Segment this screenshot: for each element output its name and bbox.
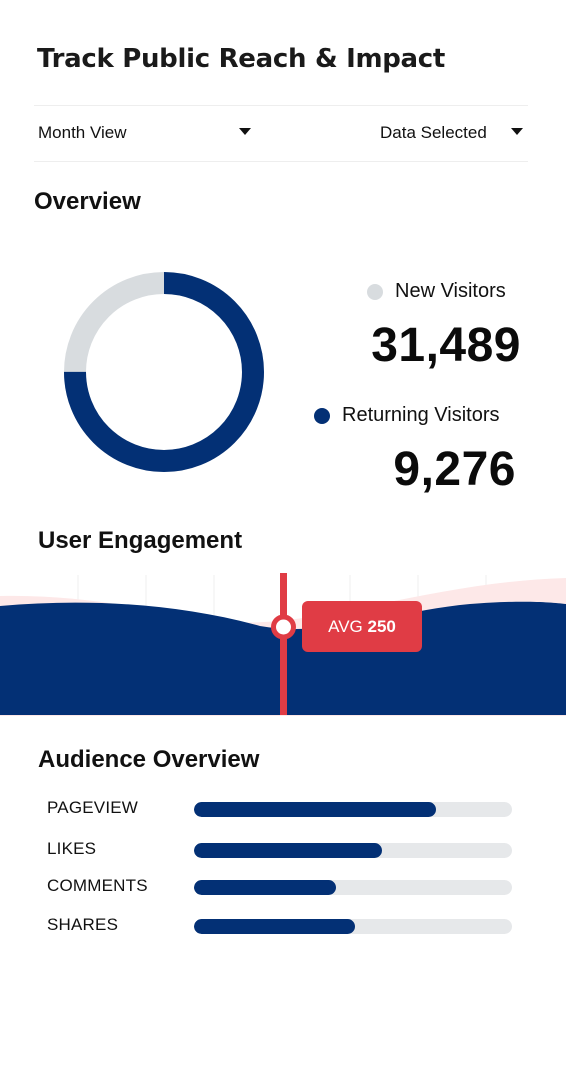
audience-bar-row: LIKES bbox=[47, 839, 517, 861]
overview-title: Overview bbox=[34, 188, 141, 215]
avg-label: AVG bbox=[328, 617, 363, 636]
data-selected-dropdown[interactable]: Data Selected bbox=[380, 116, 523, 150]
audience-bar-track bbox=[194, 880, 512, 895]
audience-bar-fill bbox=[194, 802, 436, 817]
avg-tooltip-text: AVG 250 bbox=[328, 617, 396, 636]
audience-bar-track bbox=[194, 802, 512, 817]
legend-new-visitors: New Visitors bbox=[367, 280, 506, 303]
avg-value: 250 bbox=[368, 617, 396, 636]
returning-visitors-count: 9,276 bbox=[393, 443, 516, 496]
audience-bar-fill bbox=[194, 919, 355, 934]
avg-marker-line bbox=[280, 573, 287, 715]
caret-down-icon bbox=[238, 128, 251, 135]
audience-bar-label: PAGEVIEW bbox=[47, 798, 139, 817]
audience-bar-row: PAGEVIEW bbox=[47, 798, 517, 820]
avg-tooltip: AVG 250 bbox=[302, 601, 422, 652]
caret-down-icon bbox=[510, 128, 523, 135]
filters-divider bbox=[34, 161, 528, 162]
new-visitors-label: New Visitors bbox=[395, 280, 506, 302]
audience-bar-label: LIKES bbox=[47, 839, 97, 858]
audience-bar-row: SHARES bbox=[47, 915, 517, 937]
legend-returning-visitors: Returning Visitors bbox=[314, 404, 499, 427]
new-visitors-count: 31,489 bbox=[371, 319, 521, 372]
audience-bar-row: COMMENTS bbox=[47, 876, 517, 898]
audience-bar-track bbox=[194, 919, 512, 934]
month-view-dropdown[interactable]: Month View bbox=[38, 116, 251, 150]
avg-tooltip-box bbox=[302, 601, 422, 652]
engagement-wave-chart: AVG 250 bbox=[0, 573, 566, 716]
new-visitors-dot-icon bbox=[367, 283, 383, 300]
audience-title: Audience Overview bbox=[38, 746, 260, 773]
header-divider bbox=[34, 105, 528, 106]
returning-visitors-label: Returning Visitors bbox=[342, 404, 500, 426]
data-selected-label: Data Selected bbox=[380, 123, 487, 142]
audience-bar-label: COMMENTS bbox=[47, 876, 148, 895]
donut-returning-visitors-segment bbox=[64, 272, 264, 472]
audience-bar-track bbox=[194, 843, 512, 858]
audience-bar-label: SHARES bbox=[47, 915, 119, 934]
page-title: Track Public Reach & Impact bbox=[37, 44, 446, 74]
visitors-donut-chart bbox=[64, 272, 264, 472]
returning-visitors-dot-icon bbox=[314, 407, 330, 424]
month-view-label: Month View bbox=[38, 123, 127, 142]
avg-marker-handle[interactable] bbox=[271, 614, 296, 640]
audience-bar-fill bbox=[194, 880, 336, 895]
engagement-title: User Engagement bbox=[38, 527, 243, 554]
audience-bar-fill bbox=[194, 843, 382, 858]
